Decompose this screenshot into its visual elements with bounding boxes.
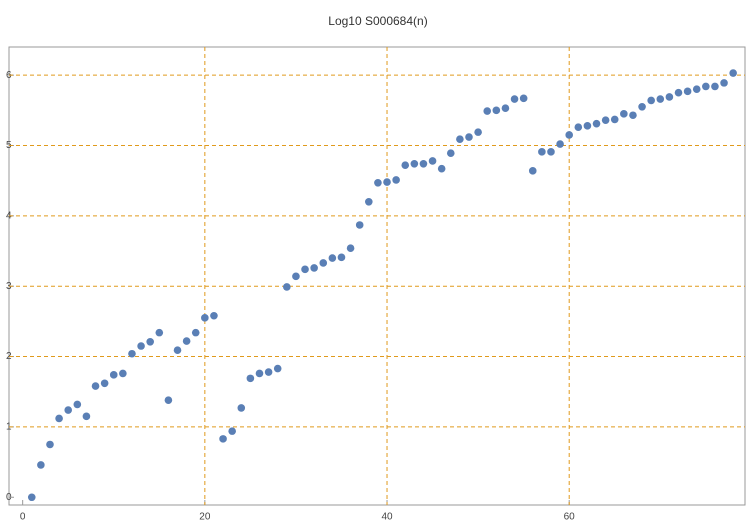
point: [64, 406, 73, 414]
point: [374, 178, 382, 187]
point: [456, 135, 464, 143]
point: [510, 95, 519, 103]
point: [191, 328, 200, 337]
point: [729, 69, 737, 77]
point: [538, 148, 546, 156]
point: [592, 119, 601, 128]
point: [446, 149, 455, 158]
point: [638, 103, 646, 111]
x-tick-label: 40: [381, 512, 393, 523]
point: [264, 368, 273, 376]
point: [27, 493, 36, 502]
chart-title: Log10 S000684(n): [328, 14, 427, 28]
x-tick-label: 60: [564, 512, 576, 523]
point: [246, 374, 255, 383]
point: [292, 272, 300, 281]
point: [109, 371, 118, 379]
point: [720, 79, 728, 87]
point: [310, 264, 318, 272]
point: [583, 121, 592, 130]
point: [365, 197, 373, 206]
point: [528, 167, 537, 175]
point: [155, 328, 164, 337]
point: [392, 176, 400, 184]
point: [711, 82, 719, 91]
point: [283, 283, 291, 291]
point: [683, 87, 692, 96]
point: [37, 461, 45, 469]
point: [556, 140, 564, 148]
point: [465, 133, 473, 141]
x-tick-label: 0: [20, 512, 26, 523]
point: [319, 259, 328, 267]
point: [301, 265, 309, 274]
point: [164, 396, 173, 404]
point: [483, 107, 492, 115]
x-tick-label: 20: [199, 512, 211, 523]
point: [273, 364, 282, 373]
point: [328, 254, 337, 262]
point: [119, 369, 127, 378]
point: [574, 123, 583, 132]
point: [656, 95, 665, 103]
point: [437, 164, 446, 173]
point: [337, 253, 346, 262]
point: [702, 82, 710, 91]
point: [547, 148, 555, 156]
point: [237, 404, 246, 412]
point: [610, 115, 619, 124]
point: [410, 159, 419, 168]
point: [255, 369, 264, 378]
point: [620, 110, 628, 118]
point: [346, 244, 355, 253]
point: [665, 93, 674, 101]
plot-frame: [8, 46, 746, 506]
point: [219, 435, 227, 443]
point: [601, 116, 610, 124]
point: [692, 85, 701, 94]
point: [46, 440, 54, 449]
point: [100, 379, 109, 388]
point: [128, 349, 136, 358]
point: [501, 104, 510, 113]
point: [419, 159, 428, 168]
point: [647, 96, 655, 105]
point: [210, 311, 218, 320]
point: [146, 337, 154, 346]
point: [73, 400, 82, 409]
point: [173, 346, 182, 355]
point: [674, 88, 683, 97]
point: [82, 412, 91, 421]
point: [137, 342, 145, 350]
point: [629, 111, 637, 120]
point: [355, 221, 364, 229]
point: [182, 337, 191, 345]
point: [383, 178, 391, 186]
point: [201, 314, 209, 322]
point: [519, 94, 528, 103]
point: [228, 427, 236, 435]
point: [565, 131, 573, 139]
point: [492, 106, 501, 115]
point: [55, 414, 63, 423]
point: [428, 157, 437, 165]
point: [91, 382, 100, 390]
point: [401, 161, 410, 169]
point: [474, 128, 482, 136]
